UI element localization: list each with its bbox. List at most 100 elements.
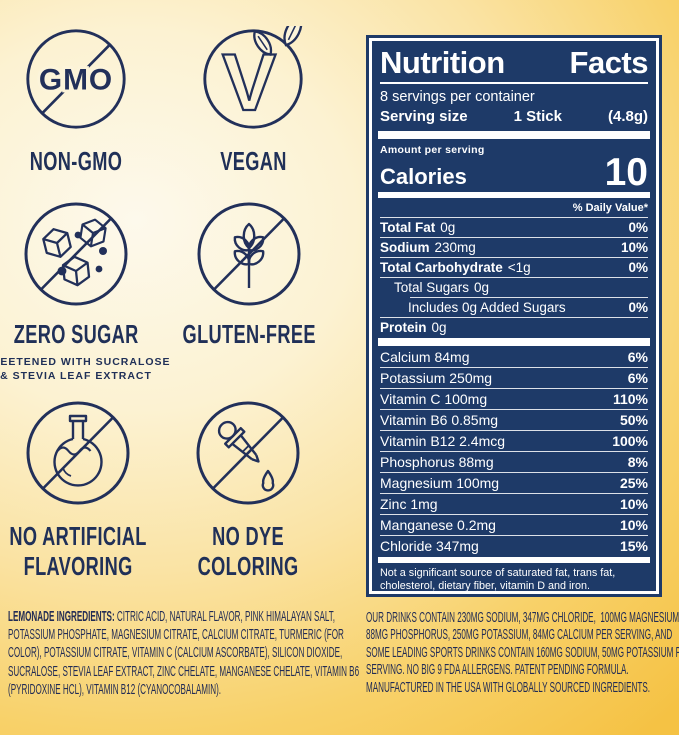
title-word: Nutrition — [380, 45, 505, 80]
nutrient-dv: 0% — [628, 260, 648, 275]
no-artificial-flavoring-icon — [26, 401, 130, 505]
ingredients-line: (PYRIDOXINE HCL), VITAMIN B12 (CYANOCOBA… — [8, 680, 222, 698]
mineral-row: Vitamin B6 0.85mg 50% — [380, 410, 648, 430]
serving-size-weight: (4.8g) — [607, 108, 648, 125]
ingredients-lead: LEMONADE INGREDIENTS: — [8, 608, 115, 625]
nutrient-name: Total Sugars — [394, 280, 470, 295]
badge-non-gmo: GMO NON-GMO — [8, 26, 144, 176]
mineral-row: Manganese 0.2mg 10% — [380, 515, 648, 535]
mineral-dv: 50% — [619, 412, 648, 428]
calories-row: Calories 10 — [380, 151, 648, 194]
ingredients-line: COLOR), POTASSIUM CITRATE, VITAMIN C (CA… — [8, 644, 343, 662]
nutrient-row: Sodium 230mg 10% — [380, 238, 648, 257]
separator — [380, 514, 648, 515]
sugar-dots — [57, 231, 107, 276]
separator — [380, 451, 648, 452]
vegan-icon: V — [203, 26, 303, 129]
mineral-dv: 10% — [619, 517, 648, 533]
mineral-dv: 8% — [627, 454, 648, 470]
calories-value: 10 — [604, 151, 648, 194]
mineral-row: Calcium 84mg 6% — [380, 347, 648, 367]
ingredients-paragraph: LEMONADE INGREDIENTS: CITRIC ACID, NATUR… — [8, 608, 668, 699]
non-gmo-icon: GMO — [26, 29, 126, 129]
separator — [380, 430, 648, 431]
separator — [380, 409, 648, 410]
nutrient-amount: 0g — [431, 320, 447, 335]
mineral-name: Calcium 84mg — [380, 349, 470, 365]
gluten-free-label: GLUTEN-FREE — [182, 319, 316, 349]
mineral-dv: 25% — [619, 475, 648, 491]
no-dye-coloring-icon — [196, 401, 300, 505]
disclaimer-line: SOME LEADING SPORTS DRINKS CONTAIN 160MG… — [366, 643, 679, 661]
separator — [380, 388, 648, 389]
nutrient-name: Includes 0g Added Sugars — [408, 300, 566, 315]
zero-sugar-sublabel: SWEETENED WITH SUCRALOSE & STEVIA LEAF E… — [0, 356, 171, 383]
nutrient-dv: 10% — [620, 240, 648, 255]
serving-size-row: Serving size 1 Stick (4.8g) — [380, 106, 648, 130]
nutrient-row: Includes 0g Added Sugars 0% — [380, 298, 648, 317]
nutrient-row: Total Carbohydrate <1g 0% — [380, 258, 648, 277]
badge-vegan: V VEGAN — [186, 26, 320, 176]
label-line: NO ARTIFICIAL — [9, 521, 147, 551]
separator — [380, 277, 648, 278]
mineral-row: Zinc 1mg 10% — [380, 494, 648, 514]
nutrient-row: Total Fat 0g 0% — [380, 218, 648, 237]
separator — [380, 367, 648, 368]
daily-value-header: % Daily Value* — [572, 202, 648, 214]
calories-label: Calories — [380, 164, 467, 189]
ingredients-line: POTASSIUM PHOSPHATE, MAGNESIUM CITRATE, … — [8, 626, 344, 644]
zero-sugar-label: ZERO SUGAR — [13, 319, 139, 349]
nutrient-amount: <1g — [507, 260, 531, 275]
mineral-name: Potassium 250mg — [380, 370, 493, 386]
nutrient-amount: 0g — [474, 280, 490, 295]
leaf-icon — [253, 26, 303, 56]
disclaimer-line: MANUFACTURED IN THE USA WITH GLOBALLY SO… — [366, 678, 650, 696]
badge-gluten-free: GLUTEN-FREE — [181, 199, 317, 349]
badge-zero-sugar: ZERO SUGAR SWEETENED WITH SUCRALOSE & ST… — [0, 199, 170, 383]
mineral-dv: 110% — [612, 391, 648, 407]
no-artificial-flavoring-label: NO ARTIFICIAL FLAVORING — [9, 521, 146, 581]
separator — [380, 257, 648, 258]
badge-no-dye-coloring: NO DYE COLORING — [180, 398, 316, 581]
nutrient-dv: 0% — [628, 300, 648, 315]
serving-size-label: Serving size — [380, 108, 468, 125]
divider-bar — [378, 557, 650, 563]
separator — [380, 237, 648, 238]
amount-per-serving: Amount per serving — [380, 144, 485, 156]
sublabel-line: SWEETENED WITH SUCRALOSE — [0, 356, 171, 368]
mineral-dv: 6% — [627, 370, 648, 386]
disclaimer-line: SERVING. NO BIG 9 FDA ALLERGENS. PATENT … — [366, 661, 629, 679]
non-gmo-label: NON-GMO — [29, 146, 123, 176]
separator — [380, 535, 648, 536]
serving-size-value: 1 Stick — [513, 108, 562, 125]
mineral-dv: 100% — [612, 433, 648, 449]
nutrient-name: Protein — [380, 320, 427, 335]
ingredients-line: SUCRALOSE, STEVIA LEAF EXTRACT, ZINC CHE… — [8, 662, 360, 680]
panel-title: Nutrition Facts — [380, 45, 649, 84]
disclaimer-line: 88MG PHOSPHORUS, 250MG POTASSIUM, 84MG C… — [366, 626, 673, 644]
nutrient-amount: 230mg — [434, 240, 476, 255]
badge-no-artificial-flavoring: NO ARTIFICIAL FLAVORING — [8, 398, 148, 581]
gluten-free-icon — [197, 202, 301, 306]
separator — [380, 472, 648, 473]
mineral-dv: 15% — [619, 538, 648, 554]
servings-per-container: 8 servings per container — [380, 89, 535, 105]
nutrition-facts-panel: Nutrition Facts 8 servings per container… — [366, 35, 662, 597]
nutrition-facts-inner: Nutrition Facts 8 servings per container… — [372, 41, 656, 591]
mineral-row: Chloride 347mg 15% — [380, 536, 648, 556]
nutrient-row: Total Sugars 0g — [380, 278, 648, 297]
mineral-dv: 10% — [619, 496, 648, 512]
label-line: FLAVORING — [23, 551, 133, 581]
sublabel-line: & STEVIA LEAF EXTRACT — [0, 369, 152, 382]
footnote-significant-source: Not a significant source of saturated fa… — [380, 567, 616, 591]
mineral-dv: 6% — [627, 349, 648, 365]
label-line: COLORING — [197, 551, 299, 581]
separator — [380, 493, 648, 494]
nutrient-row: Protein 0g — [380, 318, 648, 337]
separator — [380, 217, 648, 218]
mineral-row: Vitamin B12 2.4mcg 100% — [380, 431, 648, 451]
nutrient-name: Total Fat — [380, 220, 436, 235]
mineral-name: Vitamin C 100mg — [380, 391, 488, 407]
divider-bar — [378, 192, 650, 198]
